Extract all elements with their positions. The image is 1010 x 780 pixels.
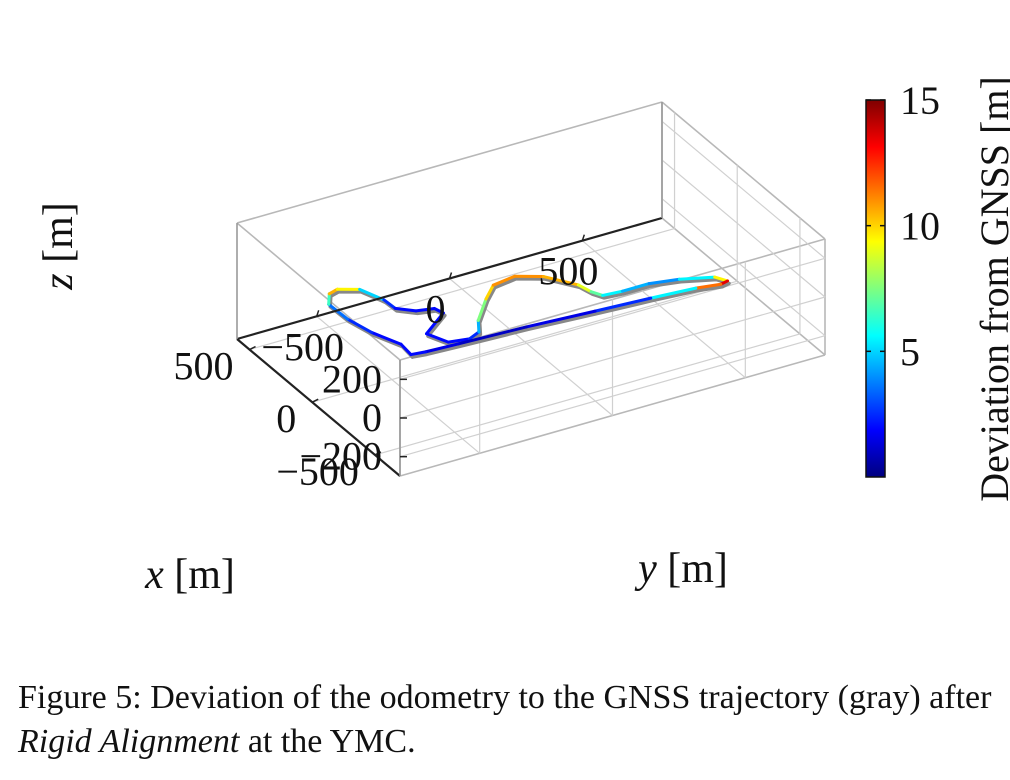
grid-line <box>449 278 613 416</box>
grid-lines <box>249 112 826 458</box>
odometry-segment <box>649 286 698 300</box>
grid-line <box>312 280 738 403</box>
odometry-segment <box>327 292 331 306</box>
odometry-segment <box>423 342 461 354</box>
odometry-segment <box>601 289 624 297</box>
grid-line <box>581 240 746 379</box>
y-tick-mark <box>315 310 320 317</box>
colorbar-tick-label: 15 <box>900 78 940 123</box>
odometry-segment <box>327 302 350 321</box>
y-tick-mark <box>581 234 586 241</box>
grid-line <box>249 227 675 351</box>
x-tick-mark <box>374 451 382 456</box>
caption-prefix: Figure 5: Deviation of the odometry to t… <box>18 679 992 716</box>
grid-line <box>661 120 826 259</box>
odometry-segment <box>382 298 397 310</box>
box-edge <box>236 222 401 361</box>
x-tick-label: −500 <box>276 449 359 494</box>
grid-line <box>399 257 826 380</box>
z-tick-label: 200 <box>322 356 382 401</box>
x-axis-label: x [m] <box>144 552 235 598</box>
figure-caption: Figure 5: Deviation of the odometry to t… <box>18 676 998 764</box>
x-tick-label: 0 <box>276 396 296 441</box>
grid-line <box>316 315 481 454</box>
y-tick-label: −500 <box>261 324 344 369</box>
odometry-segment <box>541 275 580 287</box>
caption-emphasis: Rigid Alignment <box>18 723 240 760</box>
x-tick-label: 500 <box>174 344 234 389</box>
odometry-segment <box>694 282 723 290</box>
grid-line <box>661 198 826 337</box>
odometry-segment <box>491 274 517 287</box>
y-tick-mark <box>448 272 453 279</box>
odometry-segment <box>414 306 436 313</box>
y-tick-label: 500 <box>538 249 598 294</box>
box-edge <box>661 217 826 356</box>
y-tick-label: 0 <box>426 287 446 332</box>
odometry-segment <box>476 297 488 322</box>
odometry-segment <box>399 342 413 357</box>
y-axis-label: y [m] <box>634 546 728 592</box>
axis-line <box>236 338 401 477</box>
odometry-segment <box>457 325 528 346</box>
odometry-segment <box>589 290 605 297</box>
odometry-segment <box>446 337 471 344</box>
odometry-segment <box>370 330 403 346</box>
trajectory-plot <box>327 274 731 359</box>
odometry-segment <box>467 330 481 341</box>
x-tick-mark <box>311 398 319 403</box>
odometry-segment <box>713 275 730 283</box>
odometry-segment <box>346 317 374 334</box>
gnss-reference-line <box>328 277 731 359</box>
colorbar-label: Deviation from GNSS [m] <box>972 76 1010 502</box>
box-edge <box>661 101 826 240</box>
x-tick-mark <box>249 345 256 351</box>
colorbar: 5 10 15 Deviation from GNSS [m] <box>865 76 1010 502</box>
z-tick-label: 0 <box>362 395 382 440</box>
odometry-segment <box>647 277 681 286</box>
odometry-segment <box>524 309 597 329</box>
caption-suffix: at the YMC. <box>239 723 416 760</box>
odometry-segment <box>393 306 418 313</box>
colorbar-tick-label: 5 <box>900 329 920 374</box>
colorbar-gradient <box>865 99 886 478</box>
z-axis-label: z [m] <box>36 202 82 291</box>
grid-line <box>661 159 826 298</box>
odometry-segment <box>476 318 481 334</box>
odometry-segment <box>425 332 450 344</box>
z-tick-label: −200 <box>299 434 382 479</box>
colorbar-tick-label: 10 <box>900 204 940 249</box>
odometry-segment <box>425 311 445 336</box>
odometry-segment <box>327 287 339 296</box>
odometry-segment <box>677 275 717 281</box>
box-edge <box>236 101 663 224</box>
odometry-segment <box>576 283 593 294</box>
odometry-segment <box>432 306 445 315</box>
odometry-segment <box>409 350 427 357</box>
odometry-segment <box>484 283 495 301</box>
grid-line <box>399 296 826 419</box>
grid-line <box>374 333 801 456</box>
grid-line <box>399 335 826 458</box>
odometry-segment <box>593 296 653 313</box>
odometry-segment <box>620 282 651 293</box>
colorbar-ticks: 5 10 15 <box>866 78 940 374</box>
